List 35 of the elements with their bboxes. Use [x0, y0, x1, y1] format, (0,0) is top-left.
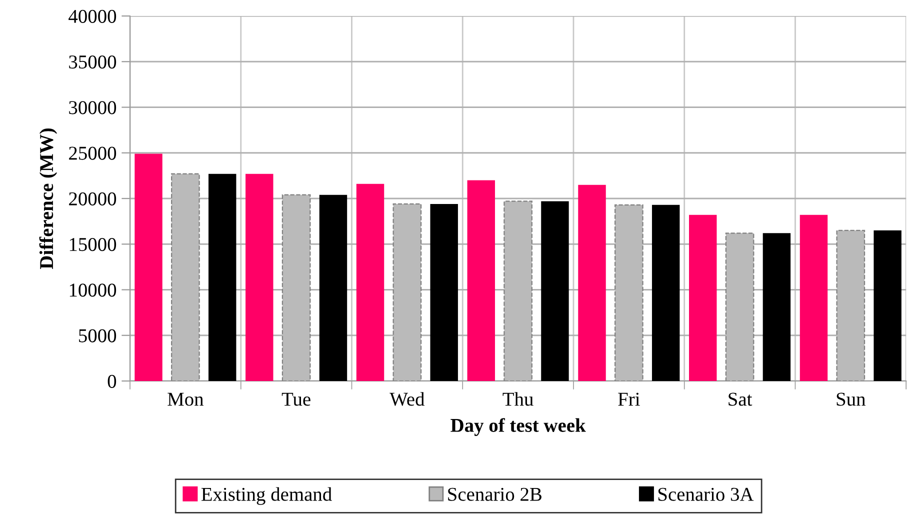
- x-tick-label: Wed: [390, 392, 425, 406]
- bar: [356, 184, 384, 381]
- y-tick-label: 15000: [70, 238, 116, 252]
- bar: [319, 194, 348, 381]
- legend-label: Scenario 3A: [658, 488, 754, 501]
- x-tick-label: Fri: [618, 392, 640, 406]
- y-tick-label: 20000: [69, 192, 116, 206]
- bar: [874, 230, 902, 381]
- y-tick-label: 0: [108, 374, 116, 388]
- bar: [467, 180, 495, 381]
- bar: [430, 204, 458, 381]
- legend-label: Existing demand: [201, 487, 332, 505]
- y-tick-label: 5000: [79, 329, 116, 342]
- x-tick-label: Mon: [168, 392, 204, 406]
- y-tick-label: 30000: [69, 101, 116, 114]
- x-tick-label: Tue: [282, 392, 310, 406]
- bar: [208, 174, 236, 381]
- y-tick-label: 35000: [69, 55, 116, 69]
- x-axis-title: Day of test week: [450, 418, 586, 436]
- bar: [762, 233, 791, 381]
- y-tick-label: 25000: [69, 146, 116, 160]
- legend-label: Scenario 2B: [448, 488, 542, 501]
- bar: [652, 204, 680, 381]
- y-axis-title: Difference (MW): [39, 128, 58, 269]
- y-tick-label: 40000: [68, 10, 116, 23]
- y-tick-label: 10000: [70, 284, 116, 297]
- bar: [134, 154, 162, 381]
- bar: [578, 184, 606, 381]
- bar: [246, 174, 274, 381]
- bar: [800, 214, 828, 381]
- x-tick-label: Sat: [728, 392, 752, 406]
- bar: [689, 214, 717, 381]
- x-tick-label: Thu: [502, 392, 534, 406]
- x-tick-label: Sun: [836, 392, 866, 406]
- bar: [541, 201, 569, 381]
